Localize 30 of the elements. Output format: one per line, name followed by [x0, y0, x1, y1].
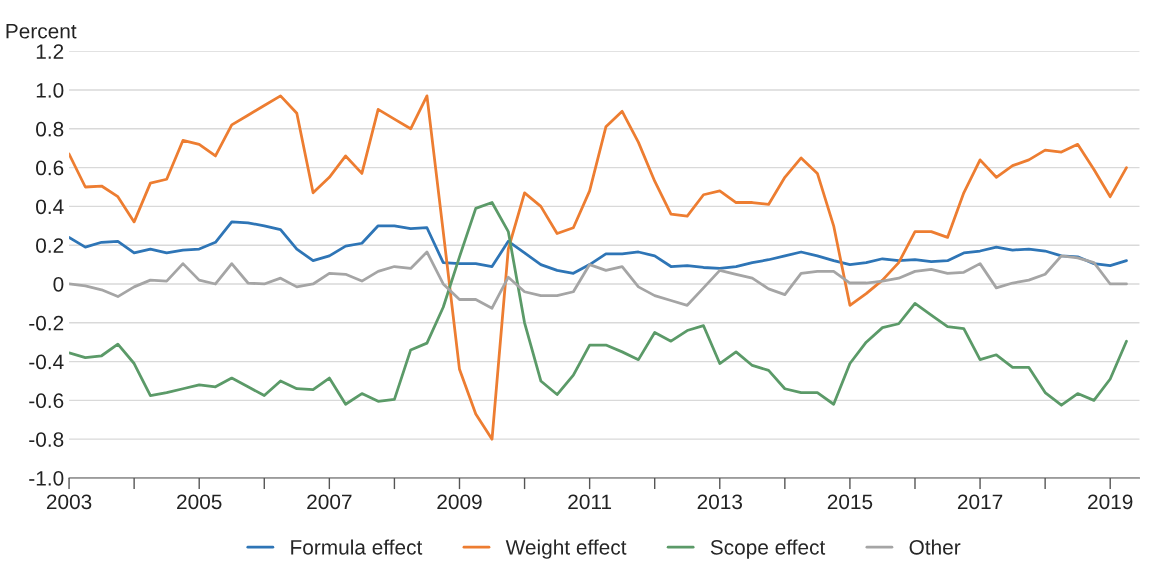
y-tick-label: -0.6 — [29, 393, 64, 409]
x-tick-label: 2003 — [46, 494, 92, 510]
y-tick-label: -0.2 — [29, 315, 64, 331]
y-tick-label: 0.6 — [36, 160, 64, 176]
y-tick-label: 0 — [53, 276, 64, 292]
y-tick-label: -1.0 — [29, 470, 64, 486]
y-tick-label: -0.4 — [29, 354, 64, 370]
x-tick-label: 2019 — [1088, 494, 1133, 510]
legend-label: Weight effect — [505, 539, 627, 559]
y-tick-label: 0.4 — [36, 199, 64, 215]
y-tick-label: 1.0 — [36, 83, 64, 98]
legend-label: Scope effect — [710, 539, 826, 559]
legend-label: Formula effect — [291, 539, 423, 555]
y-tick-label: 0.2 — [36, 238, 64, 253]
x-tick-label: 2007 — [307, 494, 352, 510]
line-series — [69, 220, 1128, 275]
y-tick-label: -0.8 — [29, 432, 64, 447]
x-tick-label: 2017 — [957, 494, 1003, 510]
x-tick-label: 2009 — [437, 494, 482, 510]
line-series — [69, 94, 1128, 441]
x-tick-label: 2013 — [697, 494, 743, 510]
x-tick-label: 2015 — [827, 494, 873, 510]
line-series — [69, 250, 1128, 310]
x-tick-label: 2005 — [177, 494, 222, 510]
y-axis-title: Percent — [6, 24, 77, 39]
y-tick-label: 0.8 — [36, 121, 64, 137]
line-series — [69, 201, 1128, 407]
legend-label: Other — [909, 539, 961, 555]
y-tick-label: 1.2 — [36, 44, 64, 59]
x-tick-label: 2011 — [568, 494, 612, 510]
